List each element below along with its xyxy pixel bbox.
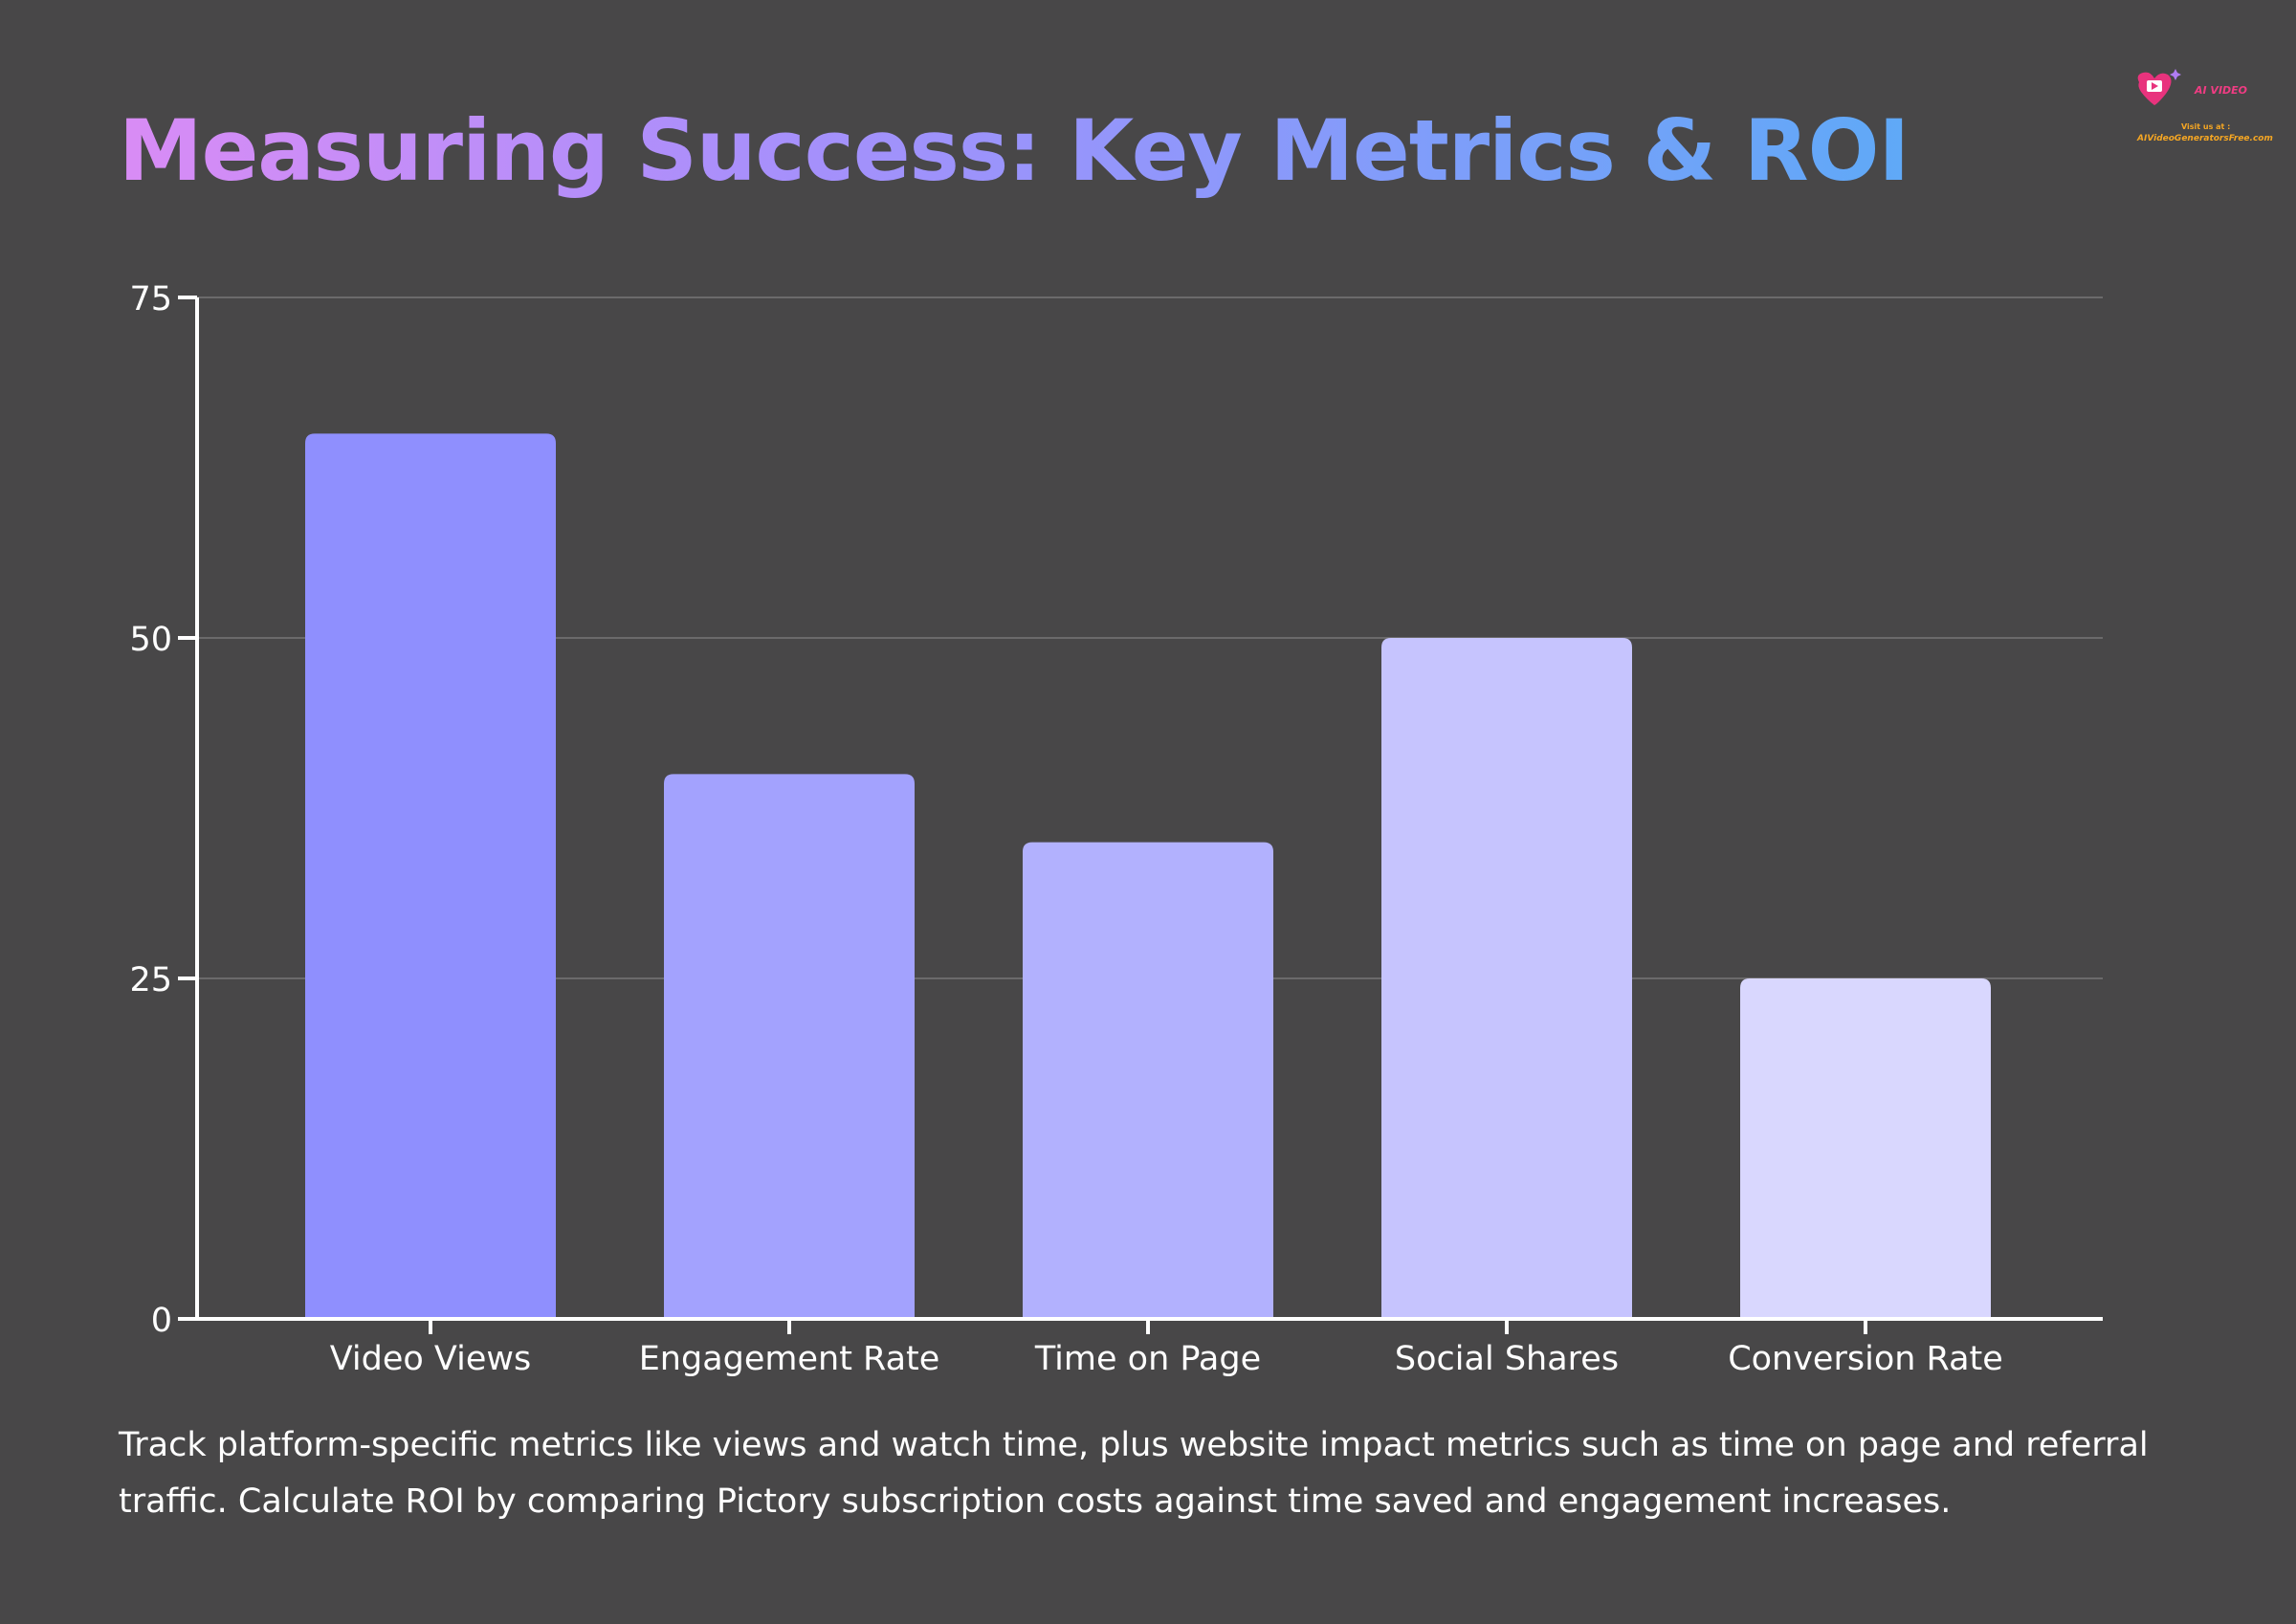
bar-social-shares[interactable] xyxy=(1381,638,1632,1319)
x-tick-label: Social Shares xyxy=(1395,1340,1619,1378)
x-tick-label: Time on Page xyxy=(1034,1340,1261,1378)
logo-url: AIVideoGeneratorsFree.com xyxy=(2137,134,2273,143)
y-tick-label: 25 xyxy=(129,961,172,999)
x-tick-label: Conversion Rate xyxy=(1728,1340,2003,1378)
logo-visit-text: Visit us at : xyxy=(2181,122,2231,131)
brand-logo[interactable]: AI VIDEO Visit us at : AIVideoGenerators… xyxy=(2131,69,2275,155)
video-play-heart-icon xyxy=(2137,69,2181,105)
axes xyxy=(178,296,2103,1334)
y-tick-label: 0 xyxy=(151,1302,172,1340)
bar-conversion-rate[interactable] xyxy=(1740,978,1991,1319)
bar-time-on-page[interactable] xyxy=(1023,842,1273,1319)
tick-labels: 0 25 50 75 Video Views Engagement Rate Time on… xyxy=(129,280,2002,1378)
description-text: Track platform-specific metrics like vie… xyxy=(119,1426,2149,1521)
bar-video-views[interactable] xyxy=(305,433,556,1319)
x-tick-label: Video Views xyxy=(330,1340,531,1378)
x-tick-label: Engagement Rate xyxy=(639,1340,940,1378)
y-tick-label: 50 xyxy=(129,621,172,659)
page-title: Measuring Success: Key Metrics & ROI xyxy=(119,94,1910,208)
bar-series xyxy=(305,433,1991,1319)
logo-name: AI VIDEO xyxy=(2195,84,2248,97)
y-tick-label: 75 xyxy=(129,280,172,318)
bar-engagement-rate[interactable] xyxy=(664,774,915,1319)
